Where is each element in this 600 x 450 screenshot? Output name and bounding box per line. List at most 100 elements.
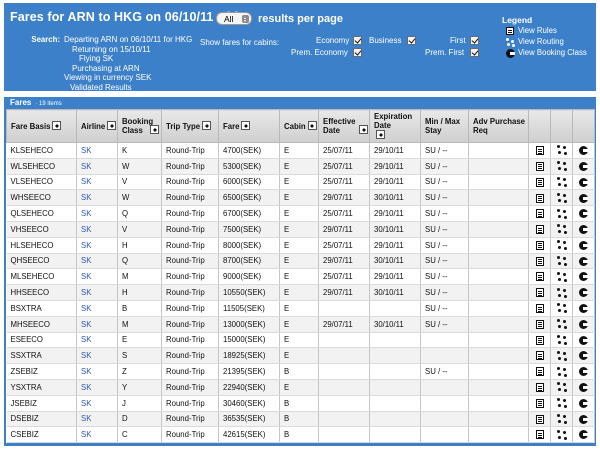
routing-icon[interactable] — [556, 176, 567, 187]
booking-class-icon[interactable] — [579, 319, 588, 329]
booking-class-icon[interactable] — [579, 367, 588, 377]
rules-icon[interactable] — [535, 161, 544, 171]
column-header-cabin[interactable]: Cabin — [279, 109, 319, 143]
rules-icon[interactable] — [535, 304, 544, 314]
cell-airline[interactable]: SK — [76, 268, 118, 286]
sort-icon[interactable] — [376, 130, 385, 139]
cell-airline[interactable]: SK — [76, 395, 118, 412]
booking-class-icon[interactable] — [579, 225, 588, 235]
routing-icon[interactable] — [556, 429, 567, 440]
routing-icon[interactable] — [556, 145, 567, 156]
cell-airline[interactable]: SK — [76, 221, 118, 238]
column-header-trip-type[interactable]: Trip Type — [161, 109, 219, 143]
rules-icon[interactable] — [535, 146, 544, 156]
routing-icon[interactable] — [556, 398, 567, 409]
routing-icon[interactable] — [556, 319, 567, 330]
rules-icon[interactable] — [535, 430, 544, 440]
rules-icon[interactable] — [535, 177, 544, 187]
sort-icon[interactable] — [107, 121, 117, 130]
cell-airline[interactable]: SK — [76, 300, 118, 317]
results-per-page-select[interactable]: All — [216, 12, 252, 25]
column-header-fare-basis[interactable]: Fare Basis — [6, 109, 77, 143]
rules-icon[interactable] — [535, 256, 544, 266]
rules-icon[interactable] — [535, 367, 544, 377]
rules-icon[interactable] — [535, 383, 544, 393]
cell-airline[interactable]: SK — [76, 347, 118, 365]
cell-airline[interactable]: SK — [76, 189, 118, 207]
rules-icon[interactable] — [535, 335, 544, 345]
booking-class-icon[interactable] — [579, 414, 588, 424]
routing-icon[interactable] — [556, 413, 567, 424]
cabin-prem-first-checkbox[interactable] — [470, 48, 479, 57]
cell-airline[interactable]: SK — [76, 363, 118, 380]
cell-airline[interactable]: SK — [76, 253, 118, 270]
column-header-fare[interactable]: Fare — [218, 109, 280, 143]
cell-airline[interactable]: SK — [76, 284, 118, 301]
booking-class-icon[interactable] — [579, 335, 588, 345]
cabin-prem-economy-checkbox[interactable] — [353, 48, 362, 57]
column-header-effective-date[interactable]: Effective Date — [318, 109, 370, 143]
routing-icon[interactable] — [556, 271, 567, 282]
booking-class-icon[interactable] — [579, 161, 588, 171]
routing-icon[interactable] — [556, 161, 567, 172]
booking-class-icon[interactable] — [579, 383, 588, 393]
cabin-first-checkbox[interactable] — [470, 36, 479, 45]
booking-class-icon[interactable] — [579, 272, 588, 282]
cell-airline[interactable]: SK — [76, 411, 118, 428]
cabin-business-checkbox[interactable] — [407, 36, 416, 45]
column-header-adv-purchase[interactable]: Adv Purchase Req — [468, 109, 529, 143]
routing-icon[interactable] — [556, 366, 567, 377]
booking-class-icon[interactable] — [579, 209, 588, 219]
booking-class-icon[interactable] — [579, 288, 588, 298]
cell-airline[interactable]: SK — [76, 332, 118, 349]
column-header-airline[interactable]: Airline — [76, 109, 118, 143]
sort-icon[interactable] — [241, 121, 251, 130]
booking-class-icon[interactable] — [579, 146, 588, 156]
routing-icon[interactable] — [556, 208, 567, 219]
sort-icon[interactable] — [359, 125, 368, 134]
sort-icon[interactable] — [307, 121, 317, 130]
routing-icon[interactable] — [556, 303, 567, 314]
booking-class-icon[interactable] — [579, 351, 588, 361]
booking-class-icon[interactable] — [579, 430, 588, 440]
sort-icon[interactable] — [150, 125, 159, 134]
rules-icon[interactable] — [535, 319, 544, 329]
routing-icon[interactable] — [556, 350, 567, 361]
booking-class-icon[interactable] — [579, 398, 588, 408]
routing-icon[interactable] — [556, 334, 567, 345]
booking-class-icon[interactable] — [579, 193, 588, 203]
cell-airline[interactable]: SK — [76, 426, 118, 444]
cell-airline[interactable]: SK — [76, 237, 118, 254]
cell-airline[interactable]: SK — [76, 142, 118, 159]
booking-class-icon[interactable] — [579, 240, 588, 250]
column-header-expiration-date[interactable]: Expiration Date — [369, 109, 421, 143]
rules-icon[interactable] — [535, 351, 544, 361]
cell-airline[interactable]: SK — [76, 158, 118, 175]
sort-icon[interactable] — [202, 121, 212, 130]
column-header-min-max-stay[interactable]: Min / Max Stay — [420, 109, 469, 143]
routing-icon[interactable] — [556, 224, 567, 235]
cabin-economy-checkbox[interactable] — [353, 36, 362, 45]
rules-icon[interactable] — [535, 272, 544, 282]
rules-icon[interactable] — [535, 288, 544, 298]
rules-icon[interactable] — [535, 414, 544, 424]
cell-airline[interactable]: SK — [76, 174, 118, 191]
rules-icon[interactable] — [535, 240, 544, 250]
booking-class-icon[interactable] — [579, 304, 588, 314]
routing-icon[interactable] — [556, 382, 567, 393]
rules-icon[interactable] — [535, 398, 544, 408]
booking-class-icon[interactable] — [579, 256, 588, 266]
booking-class-icon[interactable] — [579, 177, 588, 187]
rules-icon[interactable] — [535, 193, 544, 203]
cell-airline[interactable]: SK — [76, 316, 118, 333]
rules-icon[interactable] — [535, 209, 544, 219]
routing-icon[interactable] — [556, 240, 567, 251]
routing-icon[interactable] — [556, 192, 567, 203]
column-header-booking-class[interactable]: Booking Class — [117, 109, 162, 143]
cell-airline[interactable]: SK — [76, 205, 118, 222]
rules-icon[interactable] — [535, 225, 544, 235]
cell-airline[interactable]: SK — [76, 379, 118, 396]
routing-icon[interactable] — [556, 255, 567, 266]
routing-icon[interactable] — [556, 287, 567, 298]
sort-icon[interactable] — [52, 121, 62, 130]
